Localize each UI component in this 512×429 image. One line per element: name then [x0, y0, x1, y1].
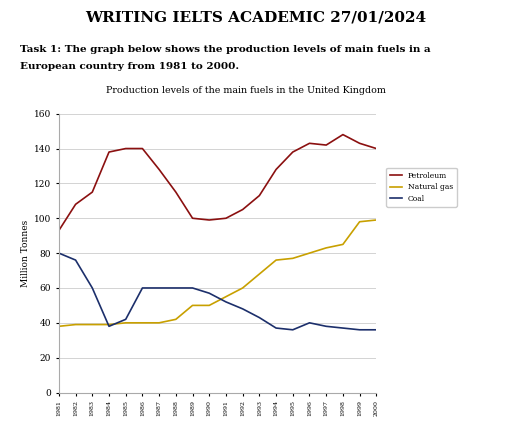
Text: Task 1: The graph below shows the production levels of main fuels in a: Task 1: The graph below shows the produc… — [20, 45, 431, 54]
Y-axis label: Million Tonnes: Million Tonnes — [21, 220, 30, 287]
Text: Production levels of the main fuels in the United Kingdom: Production levels of the main fuels in t… — [106, 86, 386, 95]
Text: European country from 1981 to 2000.: European country from 1981 to 2000. — [20, 62, 240, 71]
Text: WRITING IELTS ACADEMIC 27/01/2024: WRITING IELTS ACADEMIC 27/01/2024 — [86, 11, 426, 25]
Legend: Petroleum, Natural gas, Coal: Petroleum, Natural gas, Coal — [387, 168, 457, 207]
